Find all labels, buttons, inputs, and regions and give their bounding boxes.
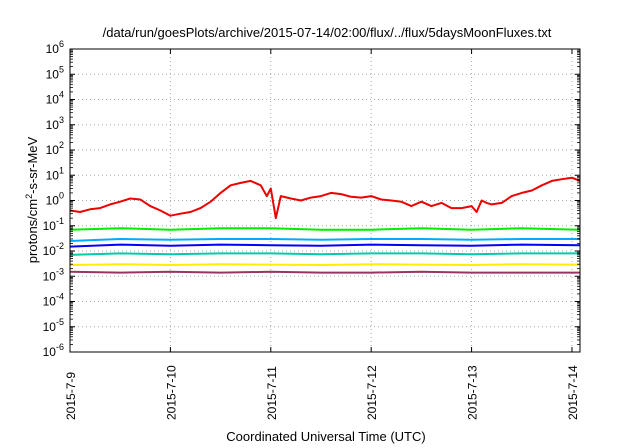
series-line	[69, 263, 581, 266]
x-tick-label: 2015-7-11	[265, 366, 279, 420]
x-tick-label: 2015-7-12	[365, 365, 379, 420]
series-line	[69, 270, 580, 274]
series-line	[69, 238, 580, 242]
y-tick-label: 10-4	[43, 292, 64, 309]
series-line	[69, 243, 581, 248]
y-tick-label: 101	[46, 165, 64, 182]
y-tick-label: 106	[46, 39, 64, 56]
x-tick-label: 2015-7-13	[466, 365, 480, 420]
y-tick-label: 100	[46, 191, 64, 208]
y-tick-label: 10-1	[43, 216, 64, 233]
series-layer	[69, 176, 581, 274]
y-tick-label: 105	[46, 64, 64, 81]
x-tick-label: 2015-7-10	[164, 365, 178, 420]
y-tick-label: 10-6	[43, 342, 64, 359]
grid-lines	[70, 49, 580, 352]
axis-ticks	[69, 48, 580, 353]
y-tick-label: 102	[46, 140, 64, 157]
y-tick-label: 10-2	[43, 241, 64, 258]
y-tick-label: 10-3	[43, 266, 64, 283]
x-axis-label: Coordinated Universal Time (UTC)	[226, 429, 425, 444]
x-tick-label: 2015-7-14	[566, 365, 580, 420]
y-tick-label: 104	[46, 90, 64, 107]
y-tick-labels: 10-6 10-5 10-4 10-3 10-2 10-1 100 101 102 103 104 1…	[43, 39, 64, 359]
chart-title: /data/run/goesPlots/archive/2015-07-14/0…	[103, 25, 552, 40]
y-tick-label: 10-5	[43, 317, 64, 334]
y-tick-label: 103	[46, 115, 64, 132]
series-line	[69, 252, 580, 256]
y-axis-label: protons/cm2-s-sr-MeV	[24, 136, 40, 263]
x-tick-label: 2015-7-9	[64, 372, 78, 420]
series-line	[69, 176, 581, 220]
x-tick-labels: 2015-7-9 2015-7-10 2015-7-11 2015-7-12 2015-…	[64, 365, 580, 420]
series-line	[69, 227, 581, 231]
